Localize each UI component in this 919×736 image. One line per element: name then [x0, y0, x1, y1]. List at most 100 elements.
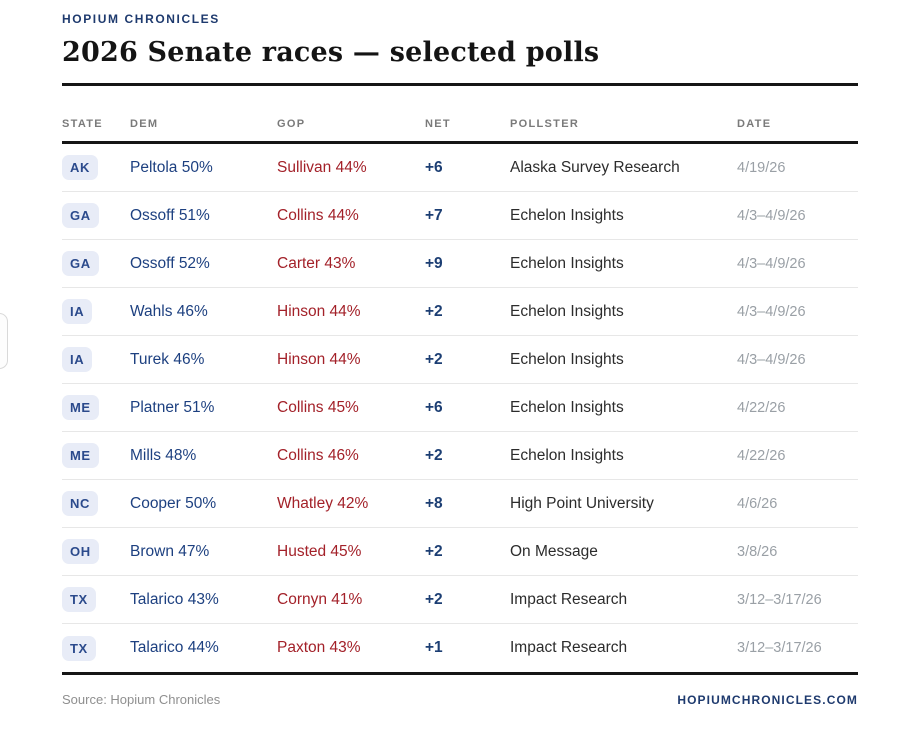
column-header-gop: GOP [277, 118, 306, 130]
table-header-row: State Dem GOP Net Pollster Date [62, 86, 858, 144]
column-header-dem: Dem [130, 118, 159, 130]
gop-cell: Husted 45% [277, 542, 362, 560]
table-body: AK Peltola 50% Sullivan 44% +6 Alaska Su… [62, 144, 858, 675]
gop-cell: Collins 45% [277, 398, 359, 416]
gop-cell: Paxton 43% [277, 639, 361, 656]
table-row: IA Wahls 46% Hinson 44% +2 Echelon Insig… [62, 288, 858, 336]
state-cell: NC [62, 491, 130, 516]
state-badge: IA [62, 347, 93, 372]
column-header-date: Date [737, 118, 772, 130]
state-cell: IA [62, 347, 130, 372]
dem-cell: Brown 47% [130, 542, 210, 560]
state-badge: ME [62, 443, 99, 468]
gop-cell: Hinson 44% [277, 350, 361, 368]
dem-cell: Mills 48% [130, 446, 197, 464]
state-badge: GA [62, 203, 99, 228]
brand-eyebrow: HOPIUM CHRONICLES [62, 12, 220, 26]
state-cell: TX [62, 635, 130, 661]
date-cell: 4/3–4/9/26 [737, 351, 806, 368]
net-cell: +6 [425, 158, 443, 176]
gop-cell: Collins 46% [277, 446, 359, 464]
dem-cell: Talarico 44% [130, 639, 219, 656]
state-badge: TX [62, 587, 96, 612]
pollster-cell: High Point University [510, 494, 654, 512]
column-header-pollster: Pollster [510, 118, 580, 130]
state-cell: AK [62, 155, 130, 180]
state-badge: GA [62, 251, 99, 276]
table-row: NC Cooper 50% Whatley 42% +8 High Point … [62, 480, 858, 528]
pollster-cell: Impact Research [510, 590, 628, 608]
pollster-cell: Echelon Insights [510, 206, 624, 224]
gop-cell: Whatley 42% [277, 494, 369, 512]
state-badge: IA [62, 299, 93, 324]
pollster-cell: On Message [510, 542, 598, 560]
date-cell: 4/3–4/9/26 [737, 207, 806, 224]
date-cell: 4/19/26 [737, 159, 786, 176]
table-row: GA Ossoff 52% Carter 43% +9 Echelon Insi… [62, 240, 858, 288]
pollster-cell: Echelon Insights [510, 446, 624, 464]
state-cell: GA [62, 203, 130, 228]
net-cell: +6 [425, 398, 443, 416]
pollster-cell: Echelon Insights [510, 254, 624, 272]
net-cell: +9 [425, 254, 443, 272]
title-rule [62, 83, 858, 86]
pollster-cell: Echelon Insights [510, 350, 624, 368]
date-cell: 3/12–3/17/26 [737, 591, 822, 608]
date-cell: 4/6/26 [737, 495, 778, 512]
net-cell: +2 [425, 590, 443, 608]
net-cell: +1 [425, 639, 443, 656]
net-cell: +2 [425, 350, 443, 368]
gop-cell: Sullivan 44% [277, 158, 367, 176]
state-cell: IA [62, 299, 130, 324]
gop-cell: Carter 43% [277, 254, 356, 272]
table-row: TX Talarico 44% Paxton 43% +1 Impact Res… [62, 624, 858, 672]
gop-cell: Collins 44% [277, 206, 359, 224]
footer: Source: Hopium Chronicles HOPIUMCHRONICL… [62, 692, 858, 707]
state-badge: AK [62, 155, 98, 180]
site-wordmark: HOPIUMCHRONICLES.COM [677, 692, 858, 707]
date-cell: 4/3–4/9/26 [737, 303, 806, 320]
dem-cell: Wahls 46% [130, 302, 208, 320]
state-cell: ME [62, 395, 130, 420]
state-badge: ME [62, 395, 99, 420]
column-header-net: Net [425, 118, 451, 130]
side-panel-handle[interactable] [0, 313, 8, 369]
page-title: 2026 Senate races — selected polls [62, 37, 600, 68]
dem-cell: Ossoff 52% [130, 254, 210, 272]
net-cell: +2 [425, 542, 443, 560]
dem-cell: Ossoff 51% [130, 206, 210, 224]
state-cell: OH [62, 539, 130, 564]
column-header-state: State [62, 118, 103, 130]
polls-table: State Dem GOP Net Pollster Date AK Pelto… [62, 86, 858, 675]
state-badge: NC [62, 491, 98, 516]
source-note: Source: Hopium Chronicles [62, 692, 221, 707]
poll-report: HOPIUM CHRONICLES 2026 Senate races — se… [62, 0, 858, 707]
table-row: ME Mills 48% Collins 46% +2 Echelon Insi… [62, 432, 858, 480]
table-row: ME Platner 51% Collins 45% +6 Echelon In… [62, 384, 858, 432]
date-cell: 4/22/26 [737, 447, 786, 464]
date-cell: 3/8/26 [737, 543, 778, 560]
date-cell: 3/12–3/17/26 [737, 640, 822, 656]
date-cell: 4/3–4/9/26 [737, 255, 806, 272]
dem-cell: Peltola 50% [130, 158, 213, 176]
table-row: IA Turek 46% Hinson 44% +2 Echelon Insig… [62, 336, 858, 384]
pollster-cell: Alaska Survey Research [510, 158, 680, 176]
net-cell: +2 [425, 302, 443, 320]
pollster-cell: Impact Research [510, 639, 628, 656]
gop-cell: Hinson 44% [277, 302, 361, 320]
state-cell: GA [62, 251, 130, 276]
pollster-cell: Echelon Insights [510, 302, 624, 320]
table-row: OH Brown 47% Husted 45% +2 On Message 3/… [62, 528, 858, 576]
net-cell: +8 [425, 494, 443, 512]
gop-cell: Cornyn 41% [277, 590, 363, 608]
table-row: TX Talarico 43% Cornyn 41% +2 Impact Res… [62, 576, 858, 624]
dem-cell: Turek 46% [130, 350, 205, 368]
table-row: AK Peltola 50% Sullivan 44% +6 Alaska Su… [62, 144, 858, 192]
dem-cell: Talarico 43% [130, 590, 219, 608]
pollster-cell: Echelon Insights [510, 398, 624, 416]
table-row: GA Ossoff 51% Collins 44% +7 Echelon Ins… [62, 192, 858, 240]
state-badge: OH [62, 539, 99, 564]
net-cell: +2 [425, 446, 443, 464]
dem-cell: Platner 51% [130, 398, 215, 416]
date-cell: 4/22/26 [737, 399, 786, 416]
